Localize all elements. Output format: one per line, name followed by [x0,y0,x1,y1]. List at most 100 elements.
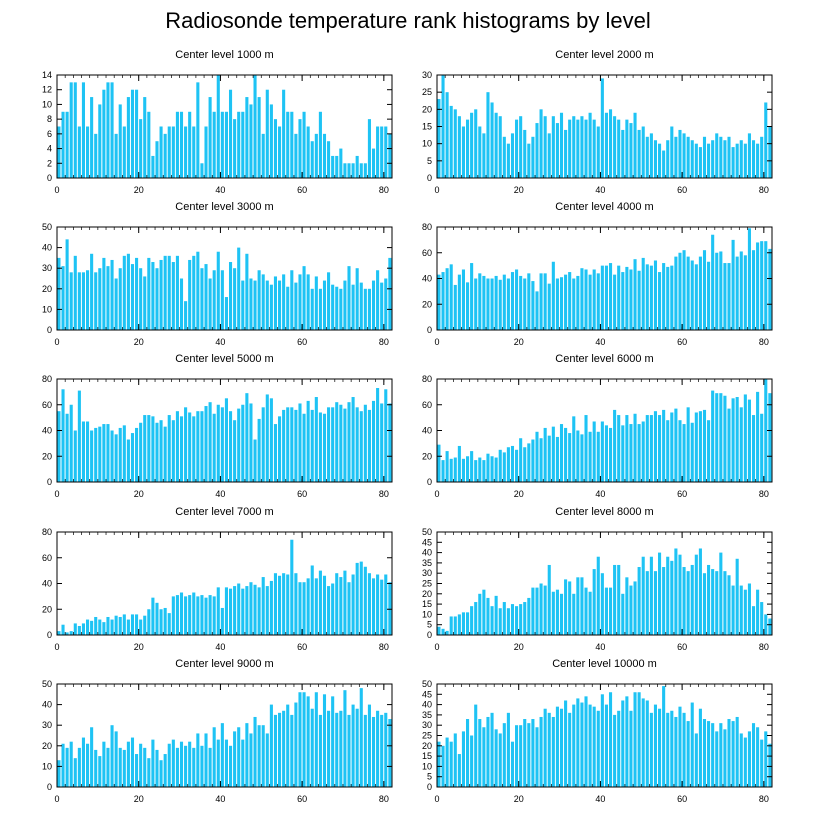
histogram-bar [478,457,482,482]
histogram-bar [756,727,760,787]
histogram-bar [73,758,77,787]
histogram-bar [384,389,388,482]
histogram-bar [470,112,474,178]
histogram-bar [306,696,310,787]
chart-panel: Center level 10000 m0 20 40 60 8005101520253… [422,658,773,804]
panel-title: Center level 9000 m [175,658,273,670]
histogram-bar [388,403,392,482]
histogram-bar [384,574,388,635]
histogram-bar [453,616,457,635]
histogram-bar [727,408,731,482]
histogram-bar [756,242,760,330]
histogram-bar [343,408,347,482]
histogram-bar [233,586,237,635]
histogram-bar [760,241,764,330]
histogram-bar [57,760,61,787]
x-tick-label: 0 [54,489,59,499]
histogram-bar [290,714,294,787]
y-tick-label: 80 [42,374,52,384]
histogram-bar [523,719,527,787]
x-tick-label: 20 [134,337,144,347]
histogram-bar [662,409,666,482]
histogram-bar [629,424,633,482]
histogram-bar [543,585,547,635]
histogram-bar [470,735,474,787]
histogram-bar [470,263,474,330]
histogram-bar [147,111,151,178]
histogram-bar [682,133,686,178]
histogram-bar [564,129,568,178]
histogram-bar [69,404,73,482]
histogram-bar [216,251,220,330]
histogram-bar [253,716,257,787]
histogram-bar [437,274,441,330]
y-tick-label: 20 [42,741,52,751]
histogram-bar [604,587,608,635]
histogram-bar [662,150,666,178]
histogram-bar [510,445,515,482]
histogram-bar [633,413,637,482]
histogram-bar [69,82,73,178]
histogram-bar [564,700,568,787]
histogram-bar [461,126,465,178]
histogram-bar [747,399,751,482]
histogram-bar [568,433,572,482]
histogram-bar [482,589,486,635]
y-tick-label: 40 [422,548,432,558]
histogram-bar [621,700,625,787]
histogram-bar [731,239,735,331]
histogram-bar [653,140,658,178]
chart-panel: Center level 6000 m 0 20 40 60 80 0 20 40 60 80 [422,353,773,499]
histogram-bar [547,712,551,787]
histogram-bar [327,272,331,330]
x-tick-label: 0 [54,642,59,652]
histogram-bar [690,422,694,482]
histogram-bar [371,280,376,330]
y-tick-label: 25 [422,731,432,741]
histogram-bar [106,82,110,178]
y-tick-label: 80 [422,374,432,384]
histogram-bar [212,270,216,330]
x-tick-label: 0 [434,642,439,652]
histogram-bar [384,712,388,787]
histogram-bar [662,567,666,635]
histogram-bar [294,133,298,178]
histogram-bar [588,112,592,178]
histogram-bar [298,274,302,330]
histogram-bar [588,591,592,635]
histogram-bar [318,412,322,482]
histogram-bar [322,413,327,482]
histogram-bar [204,126,208,178]
histogram-bar [580,434,584,482]
histogram-bar [216,587,220,635]
histogram-bar [216,75,220,178]
histogram-bar [155,602,159,635]
histogram-bar [90,430,94,482]
histogram-bar [592,569,596,635]
histogram-bar [241,739,245,787]
histogram-bar [253,280,257,330]
histogram-bar [261,274,265,330]
histogram-bar [702,719,707,787]
histogram-bar [359,688,363,787]
histogram-bar [367,119,371,178]
histogram-bar [568,712,572,787]
histogram-bar [192,747,196,787]
histogram-bar [613,116,617,178]
histogram-bar [143,615,147,635]
histogram-bar [441,628,445,635]
histogram-bar [388,719,392,787]
histogram-bar [678,420,682,482]
histogram-bar [674,136,678,178]
histogram-bar [363,566,367,635]
histogram-bar [286,704,290,787]
histogram-bar [298,692,302,787]
y-tick-label: 35 [422,558,432,568]
y-tick-label: 5 [427,156,432,166]
histogram-bar [94,427,98,482]
plot-frame [56,74,393,179]
histogram-bar [543,116,547,178]
histogram-bar [81,272,85,330]
histogram-bar [335,155,339,178]
histogram-bar [220,607,224,635]
